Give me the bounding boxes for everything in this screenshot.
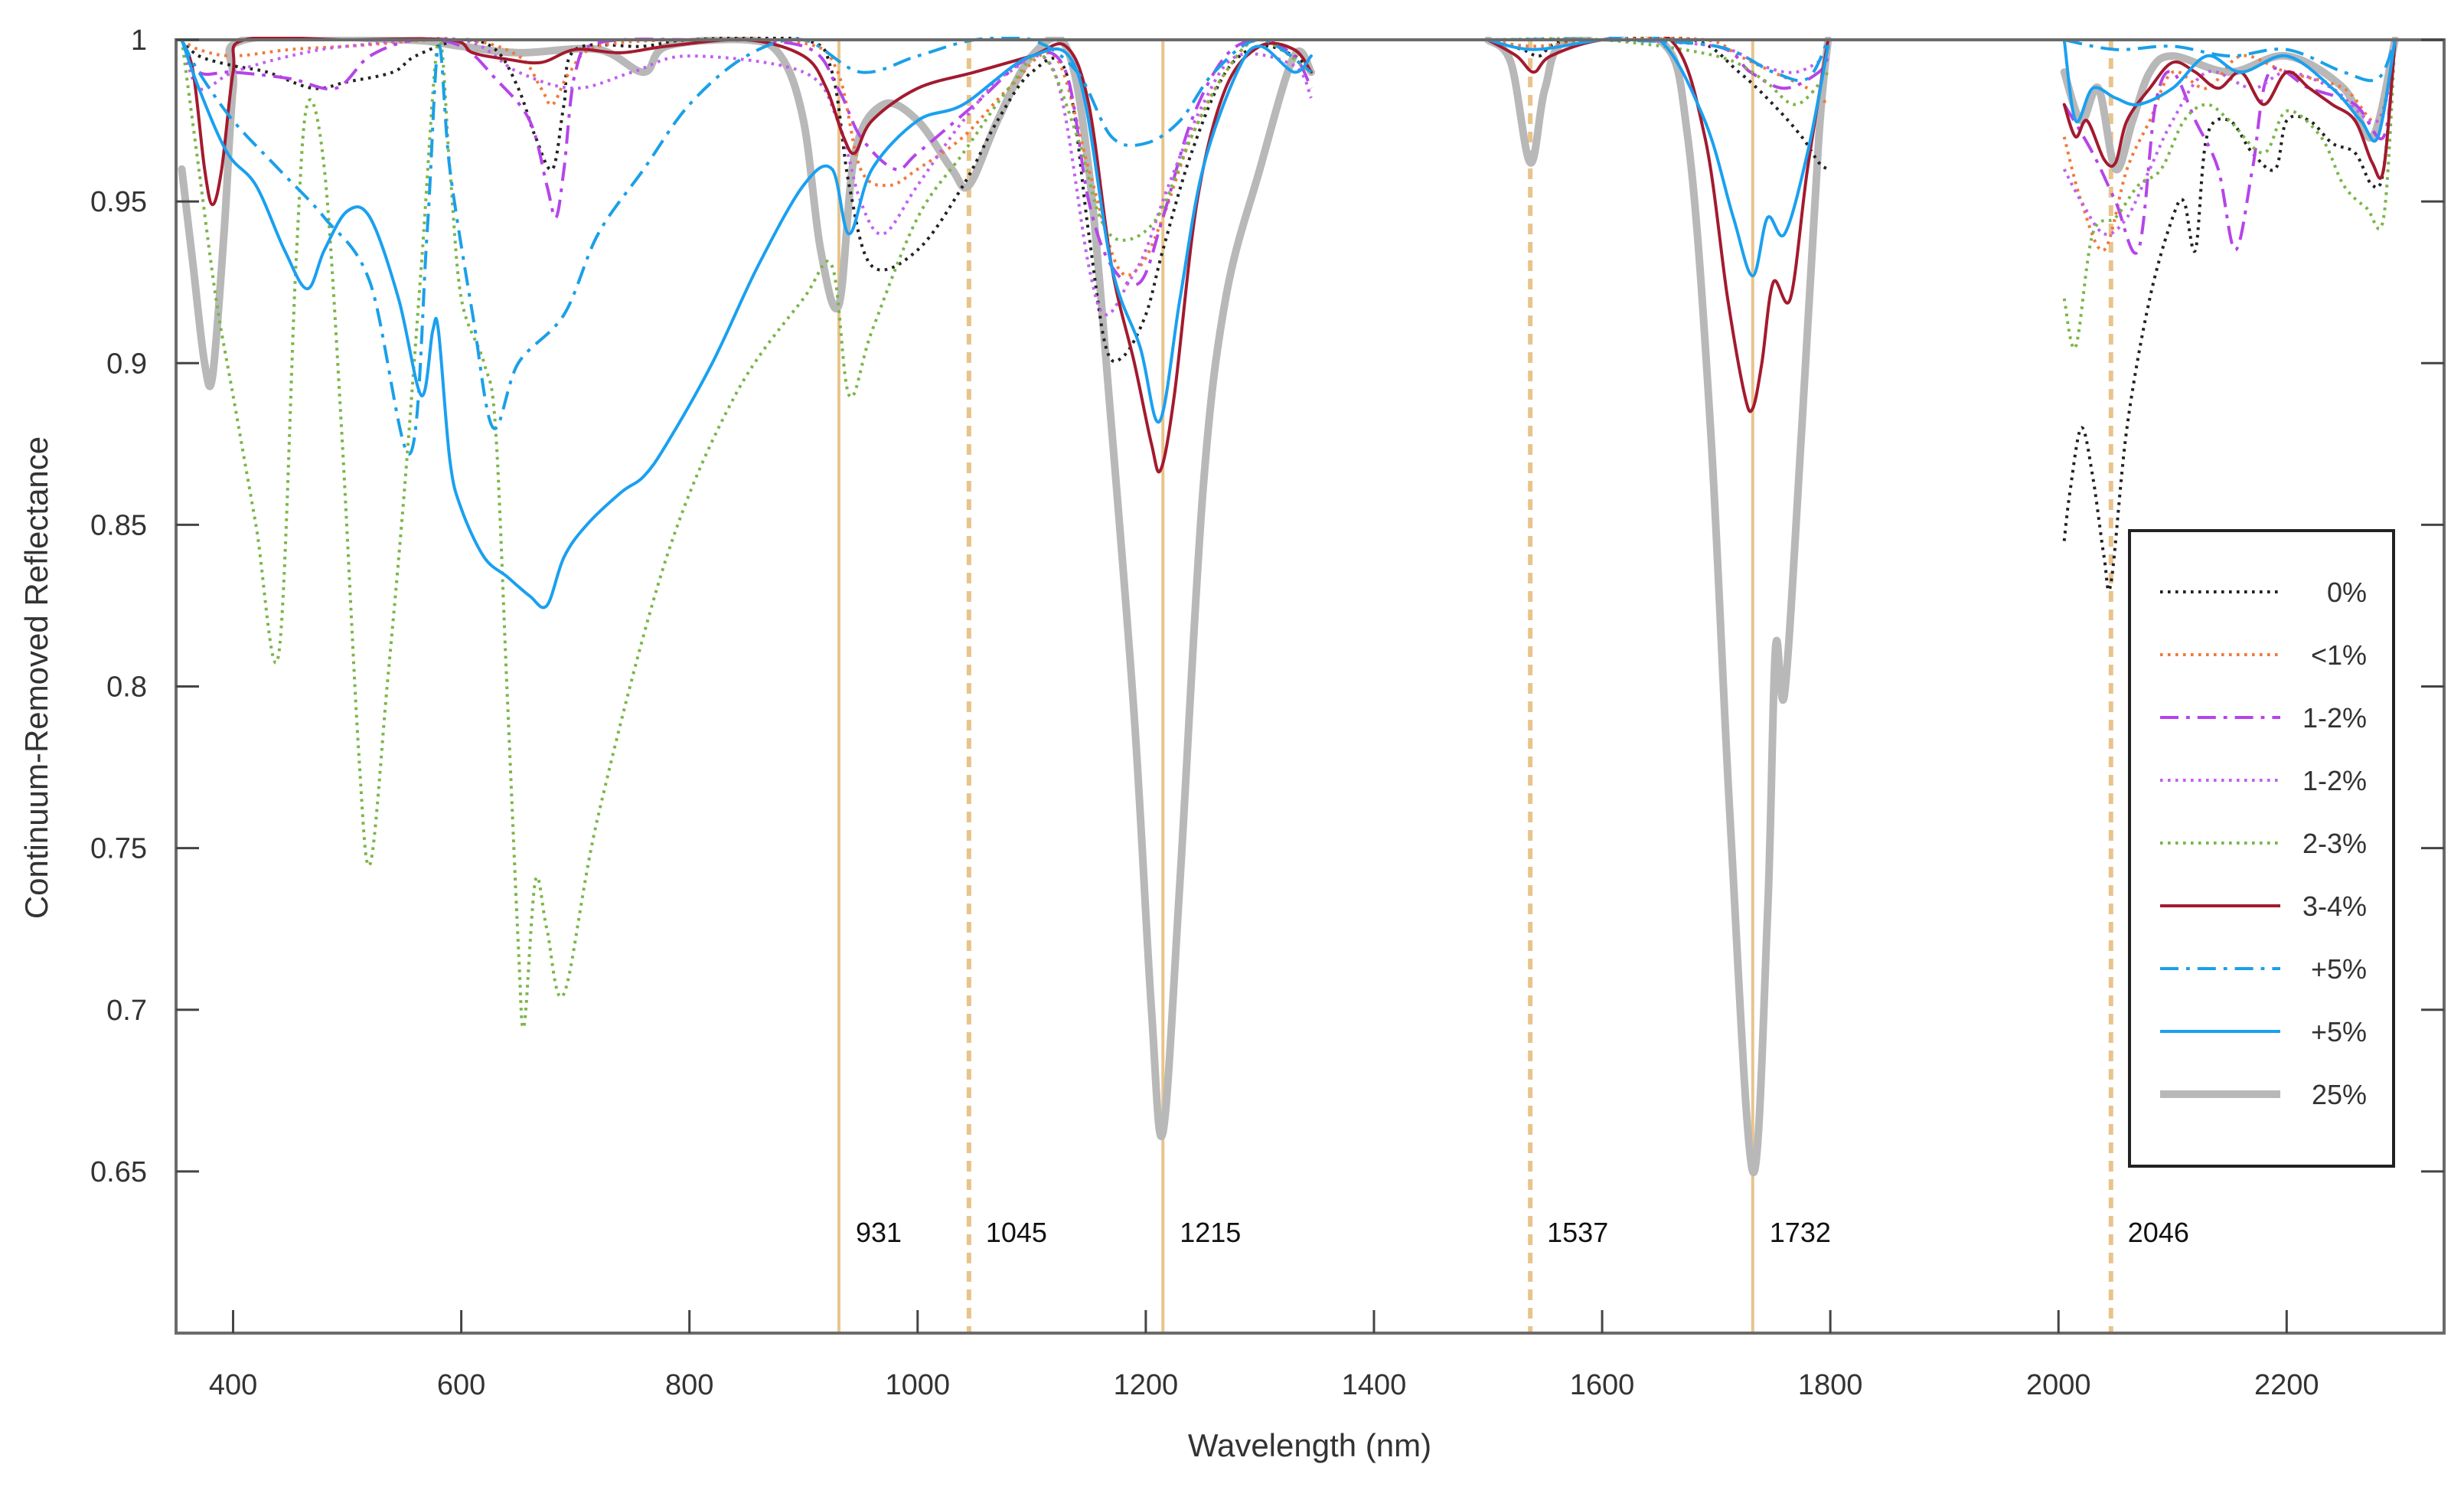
series-line [180,38,1313,610]
legend-item: +5% [2160,953,2367,985]
series-line [180,37,1313,474]
legend-item: 1-2% [2160,702,2367,734]
series-line [2062,39,2397,255]
x-tick-label: 800 [665,1369,713,1401]
series-line [181,37,1313,364]
x-tick-label: 1000 [886,1369,951,1401]
series-line [1487,37,1830,413]
x-tick-label: 600 [437,1369,485,1401]
legend-label: 2-3% [2302,828,2367,859]
axes [175,38,2446,1335]
y-axis-title: Continuum-Removed Reflectance [18,436,54,919]
x-tick-label: 1200 [1114,1369,1179,1401]
series-line [180,37,1313,1030]
marker-label-1537: 1537 [1547,1217,1608,1248]
x-tick-label: 400 [209,1369,257,1401]
series-line [2062,39,2397,253]
y-tick-label: 0.85 [90,509,147,541]
series-line [180,38,1313,287]
legend-label: 1-2% [2302,765,2367,796]
x-tick-label: 2000 [2026,1369,2091,1401]
x-tick-label: 1600 [1570,1369,1635,1401]
series-line [2062,39,2397,592]
legend-label: +5% [2311,1016,2367,1047]
legend-item: 1-2% [2160,765,2367,796]
x-tick-label: 1400 [1342,1369,1407,1401]
legend-item: 25% [2160,1079,2367,1110]
y-tick-label: 0.8 [106,672,147,704]
marker-label-931: 931 [856,1217,902,1248]
series-line [1487,37,1829,171]
y-tick-label: 0.7 [106,995,147,1027]
series-line [1487,37,1829,106]
legend-label: 1-2% [2302,702,2367,734]
series-line [2062,39,2397,351]
series-line [2062,38,2397,180]
series-line [180,37,1313,316]
legend-label: <1% [2311,639,2367,671]
series-line [2062,38,2397,143]
series-line [2062,39,2397,237]
legend-label: +5% [2311,953,2367,985]
legend-item: +5% [2160,1016,2367,1047]
legend-label: 0% [2327,577,2367,608]
absorption-marker-lines: 931 1045 1215 1537 1732 2046 [837,40,2189,1333]
y-tick-label: 0.75 [90,833,147,865]
legend-item: 2-3% [2160,828,2367,859]
y-tick-label: 0.95 [90,186,147,218]
y-tick-label: 0.9 [106,348,147,380]
x-tick-label: 1800 [1798,1369,1863,1401]
x-tick-label: 2200 [2254,1369,2319,1401]
legend-item: <1% [2160,639,2367,671]
legend-label: 25% [2312,1079,2367,1110]
tick-labels: 400 600 800 1000 1200 1400 1600 1800 2000 2200 0.6… [90,25,2444,1401]
series-line [1487,38,1830,90]
y-tick-label: 0.65 [90,1156,147,1188]
y-tick-label: 1 [131,25,147,57]
series-line [1484,37,1832,1177]
legend-box [2128,529,2395,1168]
legend-label: 3-4% [2302,891,2367,922]
legend-item: 3-4% [2160,891,2367,922]
legend: 0% <1% 1-2% 1-2% 2-3% 3-4% +5% +5% 25% [2128,529,2395,1168]
series-line [2064,38,2397,83]
marker-label-2046: 2046 [2128,1217,2189,1248]
legend-item: 0% [2160,577,2367,608]
x-axis-title: Wavelength (nm) [1188,1427,1431,1463]
plot-frame [175,38,2446,1335]
series-line [180,37,1313,456]
marker-label-1732: 1732 [1770,1217,1831,1248]
series-line [2060,37,2399,174]
series-lines [178,37,2399,1177]
marker-label-1045: 1045 [986,1217,1047,1248]
marker-label-1215: 1215 [1180,1217,1241,1248]
